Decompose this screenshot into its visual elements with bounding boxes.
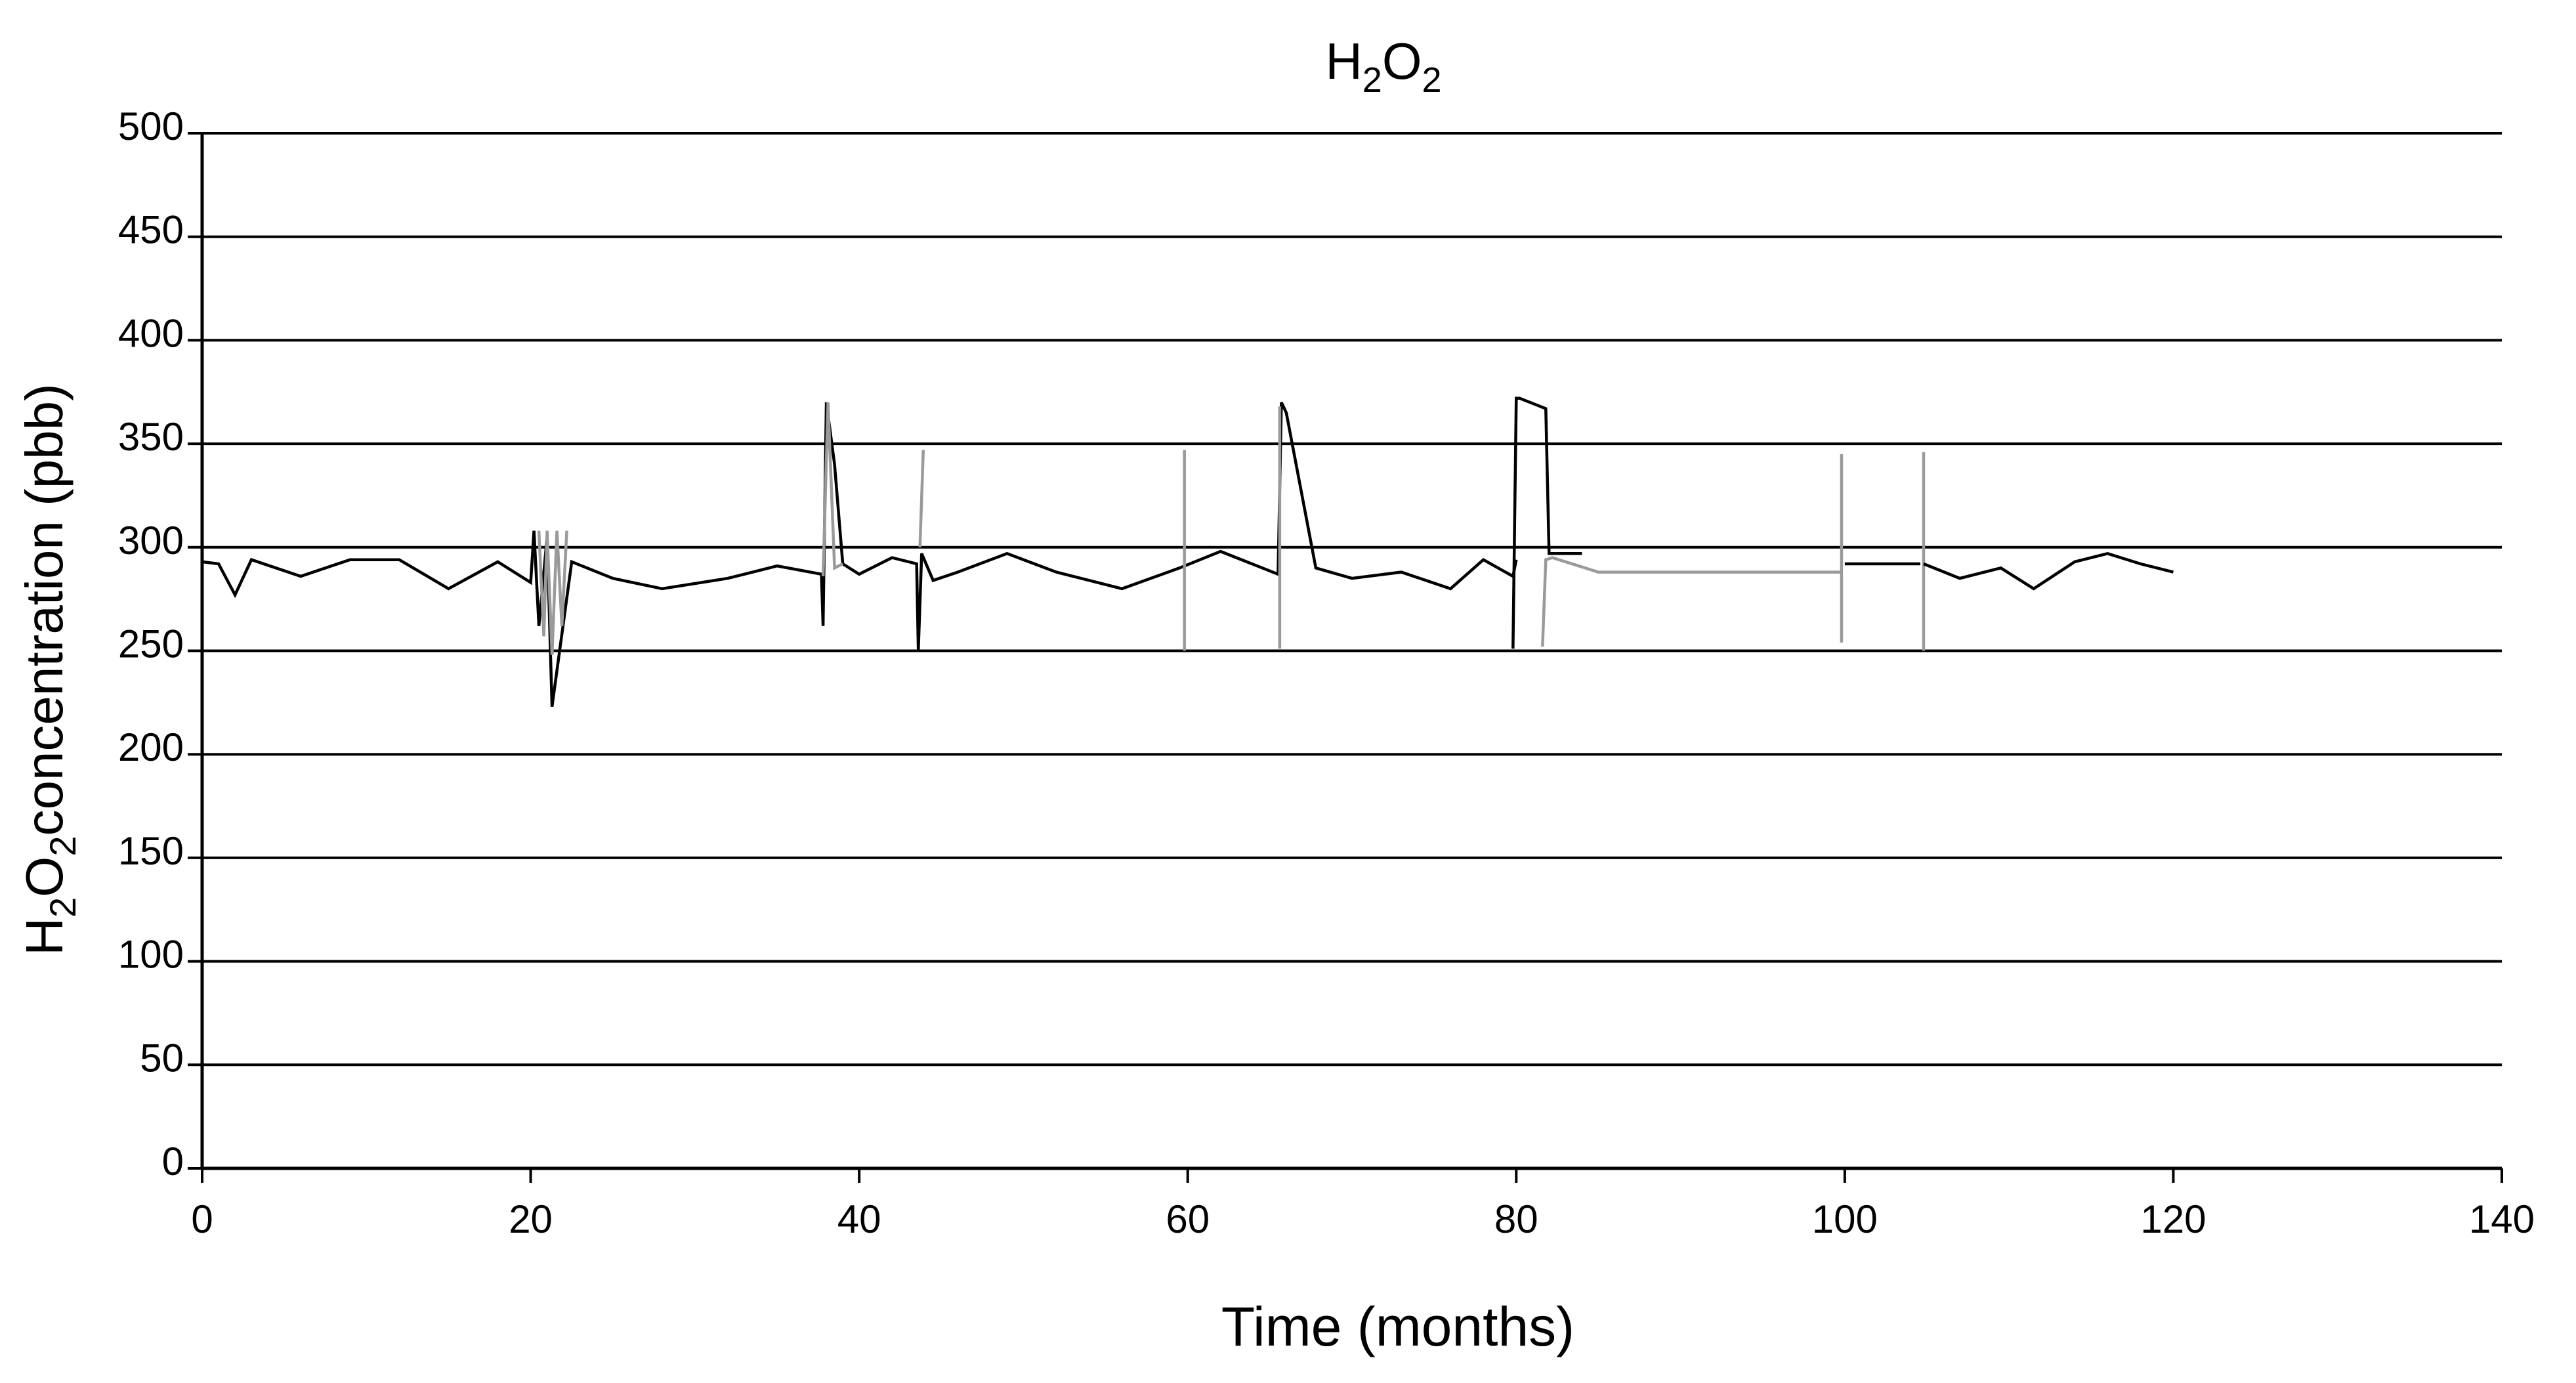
x-tick-label-7: 140 <box>2469 1197 2535 1241</box>
y-tick-label-9: 450 <box>118 208 184 252</box>
x-axis-label: Time (months) <box>1221 1296 1574 1357</box>
series-line-6 <box>1511 396 1582 649</box>
gridlines <box>202 132 2502 1067</box>
series-line-3 <box>918 450 925 547</box>
axes <box>188 132 2503 1183</box>
y-tick-label-2: 100 <box>118 933 184 977</box>
y-tick-label-5: 250 <box>118 622 184 666</box>
tick-labels: 0 50 100 150 200 250 300 350 400 450 500 0 20 40 60 80 1… <box>118 104 2535 1241</box>
x-tick-label-4: 80 <box>1494 1197 1538 1241</box>
y-axis-label: H2O2concentration (pbb) <box>15 383 83 956</box>
series-line-1 <box>537 530 568 655</box>
series-line-2 <box>821 402 844 577</box>
x-tick-label-2: 40 <box>837 1197 881 1241</box>
chart-title: H2O2 <box>1325 32 1441 100</box>
series-line-11 <box>1923 551 2174 591</box>
x-tick-label-6: 120 <box>2140 1197 2206 1241</box>
series-line-0 <box>201 402 1518 708</box>
series-line-7 <box>1541 556 1842 647</box>
y-tick-label-6: 300 <box>118 519 184 563</box>
y-tick-label-10: 500 <box>118 104 184 148</box>
y-tick-label-1: 50 <box>140 1036 184 1080</box>
x-tick-label-3: 60 <box>1166 1197 1210 1241</box>
y-tick-label-0: 0 <box>162 1139 184 1183</box>
x-tick-label-1: 20 <box>509 1197 553 1241</box>
series-lines <box>201 396 2174 708</box>
y-tick-label-7: 350 <box>118 415 184 459</box>
x-tick-label-5: 100 <box>1812 1197 1878 1241</box>
y-tick-label-4: 200 <box>118 725 184 769</box>
y-tick-label-3: 150 <box>118 829 184 873</box>
y-tick-label-8: 400 <box>118 311 184 355</box>
x-tick-label-0: 0 <box>191 1197 213 1241</box>
